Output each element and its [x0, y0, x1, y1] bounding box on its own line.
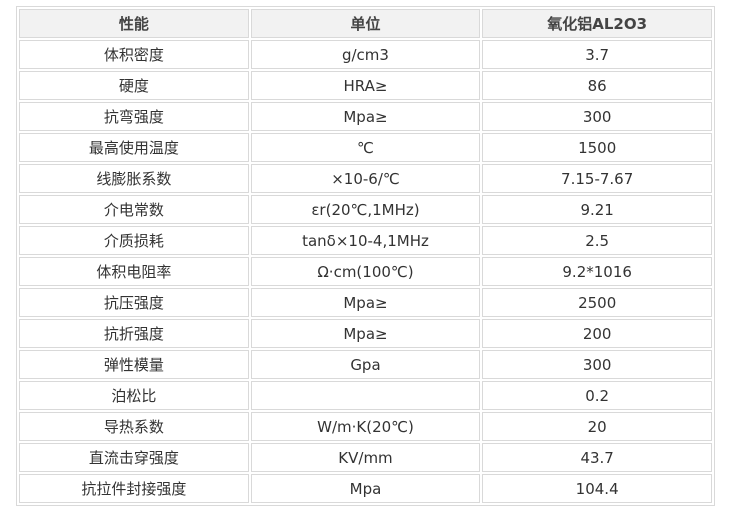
data-cell: 泊松比 — [19, 381, 249, 410]
data-row: 线膨胀系数 ×10-6/℃ 7.15-7.67 — [19, 164, 712, 193]
header-cell: 性能 — [19, 9, 249, 38]
data-cell: 104.4 — [482, 474, 712, 503]
data-cell: 最高使用温度 — [19, 133, 249, 162]
data-cell: 43.7 — [482, 443, 712, 472]
data-cell: ℃ — [250, 133, 481, 162]
property-table: 性能 单位 氧化铝AL2O3 体积密度 g/cm3 3.7 硬度 HRA≥ 86 抗弯强度 Mpa≥… — [16, 6, 715, 506]
data-cell: 直流击穿强度 — [19, 443, 249, 472]
data-cell: tanδ×10-4,1MHz — [250, 226, 481, 255]
data-cell: 2.5 — [482, 226, 712, 255]
data-cell — [250, 381, 481, 410]
header-row: 性能 单位 氧化铝AL2O3 — [19, 9, 712, 38]
data-row: 硬度 HRA≥ 86 — [19, 71, 712, 100]
data-cell: Mpa≥ — [250, 319, 481, 348]
data-row: 体积密度 g/cm3 3.7 — [19, 40, 712, 69]
data-row: 导热系数 W/m·K(20℃) 20 — [19, 412, 712, 441]
data-cell: KV/mm — [250, 443, 481, 472]
data-row: 抗折强度 Mpa≥ 200 — [19, 319, 712, 348]
data-row: 最高使用温度 ℃ 1500 — [19, 133, 712, 162]
data-row: 弹性模量 Gpa 300 — [19, 350, 712, 379]
data-cell: 抗拉件封接强度 — [19, 474, 249, 503]
data-row: 抗拉件封接强度 Mpa 104.4 — [19, 474, 712, 503]
data-cell: 86 — [482, 71, 712, 100]
data-cell: εr(20℃,1MHz) — [250, 195, 481, 224]
data-row: 泊松比 0.2 — [19, 381, 712, 410]
header-cell: 氧化铝AL2O3 — [482, 9, 712, 38]
data-cell: Mpa≥ — [250, 102, 481, 131]
data-cell: 200 — [482, 319, 712, 348]
data-cell: 抗折强度 — [19, 319, 249, 348]
data-cell: 弹性模量 — [19, 350, 249, 379]
data-cell: 介电常数 — [19, 195, 249, 224]
data-cell: 20 — [482, 412, 712, 441]
table-wrap: 性能 单位 氧化铝AL2O3 体积密度 g/cm3 3.7 硬度 HRA≥ 86 抗弯强度 Mpa≥… — [16, 6, 715, 506]
data-row: 体积电阻率 Ω·cm(100℃) 9.2*1016 — [19, 257, 712, 286]
data-row: 直流击穿强度 KV/mm 43.7 — [19, 443, 712, 472]
data-cell: g/cm3 — [250, 40, 481, 69]
data-cell: Mpa≥ — [250, 288, 481, 317]
data-cell: W/m·K(20℃) — [250, 412, 481, 441]
data-cell: 线膨胀系数 — [19, 164, 249, 193]
data-cell: 介质损耗 — [19, 226, 249, 255]
data-cell: 体积电阻率 — [19, 257, 249, 286]
data-row: 抗弯强度 Mpa≥ 300 — [19, 102, 712, 131]
data-cell: 抗弯强度 — [19, 102, 249, 131]
data-cell: 1500 — [482, 133, 712, 162]
data-row: 介质损耗 tanδ×10-4,1MHz 2.5 — [19, 226, 712, 255]
data-cell: 9.21 — [482, 195, 712, 224]
data-cell: 导热系数 — [19, 412, 249, 441]
data-cell: 7.15-7.67 — [482, 164, 712, 193]
data-cell: 300 — [482, 350, 712, 379]
data-cell: 抗压强度 — [19, 288, 249, 317]
header-cell: 单位 — [250, 9, 481, 38]
data-cell: 体积密度 — [19, 40, 249, 69]
data-cell: Gpa — [250, 350, 481, 379]
data-cell: 9.2*1016 — [482, 257, 712, 286]
data-cell: ×10-6/℃ — [250, 164, 481, 193]
data-cell: 300 — [482, 102, 712, 131]
data-cell: Mpa — [250, 474, 481, 503]
data-row: 介电常数 εr(20℃,1MHz) 9.21 — [19, 195, 712, 224]
data-row: 抗压强度 Mpa≥ 2500 — [19, 288, 712, 317]
data-cell: 0.2 — [482, 381, 712, 410]
data-cell: 3.7 — [482, 40, 712, 69]
data-cell: 2500 — [482, 288, 712, 317]
data-cell: HRA≥ — [250, 71, 481, 100]
data-cell: Ω·cm(100℃) — [250, 257, 481, 286]
data-cell: 硬度 — [19, 71, 249, 100]
